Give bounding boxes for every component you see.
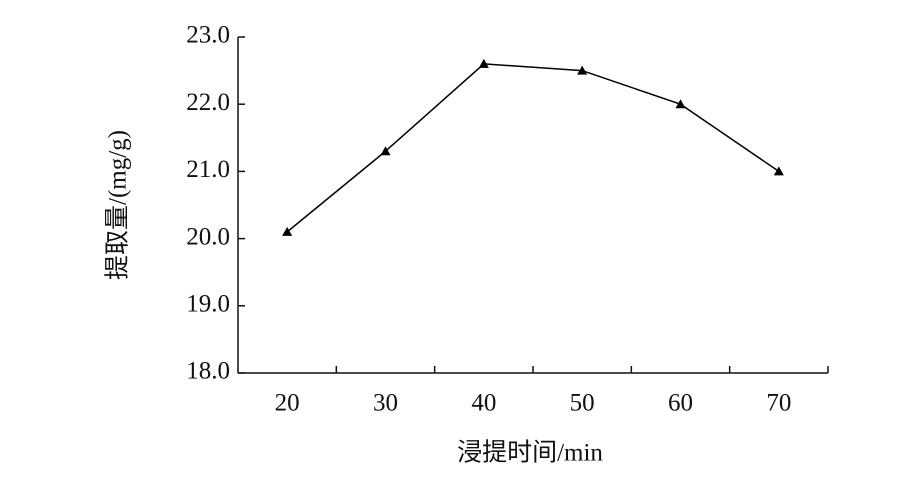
y-tick-label: 20.0	[186, 223, 230, 250]
x-tick-label: 30	[373, 390, 398, 417]
x-tick-label: 40	[471, 390, 496, 417]
x-axis-label: 浸提时间/min	[457, 439, 603, 467]
y-tick-label: 19.0	[186, 291, 230, 318]
x-tick-label: 60	[668, 390, 693, 417]
data-line	[286, 63, 780, 233]
marker	[577, 65, 588, 75]
marker	[380, 146, 391, 156]
marker	[478, 58, 489, 68]
y-tick-label: 18.0	[186, 358, 230, 385]
x-tick-label: 20	[275, 390, 300, 417]
marker	[675, 99, 686, 109]
x-tick-label: 50	[570, 390, 595, 417]
y-axis-label: 提取量/(mg/g)	[104, 130, 132, 280]
marker	[773, 166, 784, 176]
x-tick-label: 70	[766, 390, 791, 417]
marker	[282, 226, 293, 236]
y-tick-label: 22.0	[186, 89, 230, 116]
y-tick-label: 23.0	[186, 22, 230, 49]
y-tick-label: 21.0	[186, 156, 230, 183]
